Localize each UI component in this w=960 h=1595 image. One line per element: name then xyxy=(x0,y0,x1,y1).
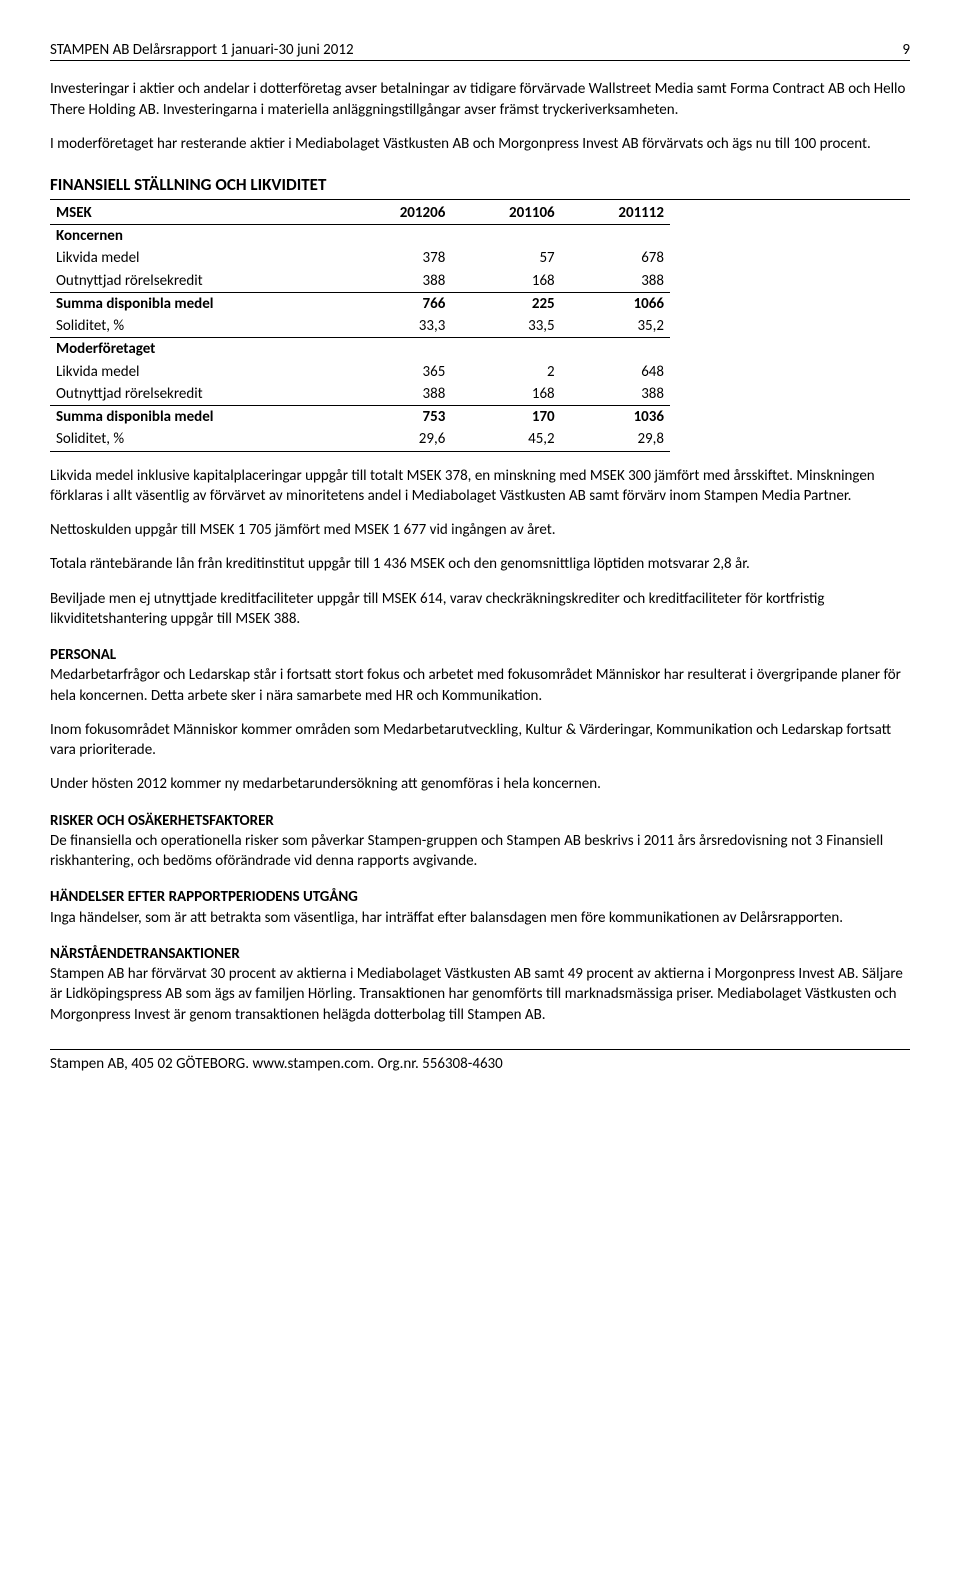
row-label: Soliditet, % xyxy=(50,428,342,451)
row-value: 35,2 xyxy=(561,315,670,338)
table-row: Summa disponibla medel7531701036 xyxy=(50,406,670,429)
row-value: 170 xyxy=(451,406,560,429)
row-value: 648 xyxy=(561,361,670,383)
section-paragraph: Inga händelser, som är att betrakta som … xyxy=(50,908,910,928)
section-paragraph: Stampen AB har förvärvat 30 procent av a… xyxy=(50,964,910,1025)
section-paragraph: Under hösten 2012 kommer ny medarbetarun… xyxy=(50,774,910,794)
page-footer: Stampen AB, 405 02 GÖTEBORG. www.stampen… xyxy=(50,1049,910,1074)
section-heading: RISKER OCH OSÄKERHETSFAKTORER xyxy=(50,811,910,831)
table-row: Outnyttjad rörelsekredit388168388 xyxy=(50,383,670,406)
row-value: 2 xyxy=(451,361,560,383)
section-paragraph: De finansiella och operationella risker … xyxy=(50,831,910,872)
row-value xyxy=(561,338,670,361)
body-paragraph: Totala räntebärande lån från kreditinsti… xyxy=(50,554,910,574)
row-value: 753 xyxy=(342,406,451,429)
section-paragraph: Medarbetarfrågor och Ledarskap står i fo… xyxy=(50,665,910,706)
row-value: 33,5 xyxy=(451,315,560,338)
table-row: Soliditet, %33,333,535,2 xyxy=(50,315,670,338)
row-label: Likvida medel xyxy=(50,247,342,269)
table-heading: FINANSIELL STÄLLNING OCH LIKVIDITET xyxy=(50,174,910,200)
page-number: 9 xyxy=(902,40,910,60)
row-value xyxy=(451,225,560,248)
row-value: 29,6 xyxy=(342,428,451,451)
row-value: 45,2 xyxy=(451,428,560,451)
table-col-period: 201112 xyxy=(561,202,670,225)
row-label: Moderföretaget xyxy=(50,338,342,361)
sections-block: PERSONALMedarbetarfrågor och Ledarskap s… xyxy=(50,645,910,1025)
row-value: 57 xyxy=(451,247,560,269)
table-col-period: 201106 xyxy=(451,202,560,225)
row-value: 388 xyxy=(342,270,451,293)
row-value xyxy=(451,338,560,361)
row-value: 365 xyxy=(342,361,451,383)
table-row: Soliditet, %29,645,229,8 xyxy=(50,428,670,451)
header-title: STAMPEN AB Delårsrapport 1 januari-30 ju… xyxy=(50,40,354,60)
row-value xyxy=(342,225,451,248)
row-label: Koncernen xyxy=(50,225,342,248)
table-col-period: 201206 xyxy=(342,202,451,225)
row-label: Outnyttjad rörelsekredit xyxy=(50,270,342,293)
body-paragraph: Likvida medel inklusive kapitalplacering… xyxy=(50,466,910,507)
intro-block: Investeringar i aktier och andelar i dot… xyxy=(50,79,910,154)
row-label: Likvida medel xyxy=(50,361,342,383)
row-value: 378 xyxy=(342,247,451,269)
body-paragraph: Nettoskulden uppgår till MSEK 1 705 jämf… xyxy=(50,520,910,540)
section-paragraph: Inom fokusområdet Människor kommer områd… xyxy=(50,720,910,761)
row-value: 388 xyxy=(561,270,670,293)
row-value: 168 xyxy=(451,383,560,406)
row-value: 678 xyxy=(561,247,670,269)
row-value: 29,8 xyxy=(561,428,670,451)
body-paragraph: Beviljade men ej utnyttjade kreditfacili… xyxy=(50,589,910,630)
body-block: Likvida medel inklusive kapitalplacering… xyxy=(50,466,910,630)
intro-paragraph: Investeringar i aktier och andelar i dot… xyxy=(50,79,910,120)
row-value xyxy=(561,225,670,248)
table-row: Likvida medel3652648 xyxy=(50,361,670,383)
table-row: Likvida medel37857678 xyxy=(50,247,670,269)
row-value: 1036 xyxy=(561,406,670,429)
page-header: STAMPEN AB Delårsrapport 1 januari-30 ju… xyxy=(50,40,910,61)
section-heading: HÄNDELSER EFTER RAPPORTPERIODENS UTGÅNG xyxy=(50,887,910,907)
row-value: 225 xyxy=(451,292,560,315)
table-row: Summa disponibla medel7662251066 xyxy=(50,292,670,315)
row-label: Outnyttjad rörelsekredit xyxy=(50,383,342,406)
row-value: 388 xyxy=(561,383,670,406)
row-value: 388 xyxy=(342,383,451,406)
financial-table: MSEK201206201106201112 KoncernenLikvida … xyxy=(50,202,670,452)
table-col-label: MSEK xyxy=(50,202,342,225)
section-heading: NÄRSTÅENDETRANSAKTIONER xyxy=(50,944,910,964)
row-label: Summa disponibla medel xyxy=(50,406,342,429)
table-row: Moderföretaget xyxy=(50,338,670,361)
row-value: 33,3 xyxy=(342,315,451,338)
row-label: Soliditet, % xyxy=(50,315,342,338)
row-label: Summa disponibla medel xyxy=(50,292,342,315)
intro-paragraph: I moderföretaget har resterande aktier i… xyxy=(50,134,910,154)
row-value xyxy=(342,338,451,361)
table-row: Koncernen xyxy=(50,225,670,248)
row-value: 766 xyxy=(342,292,451,315)
row-value: 1066 xyxy=(561,292,670,315)
table-row: Outnyttjad rörelsekredit388168388 xyxy=(50,270,670,293)
section-heading: PERSONAL xyxy=(50,645,910,665)
row-value: 168 xyxy=(451,270,560,293)
